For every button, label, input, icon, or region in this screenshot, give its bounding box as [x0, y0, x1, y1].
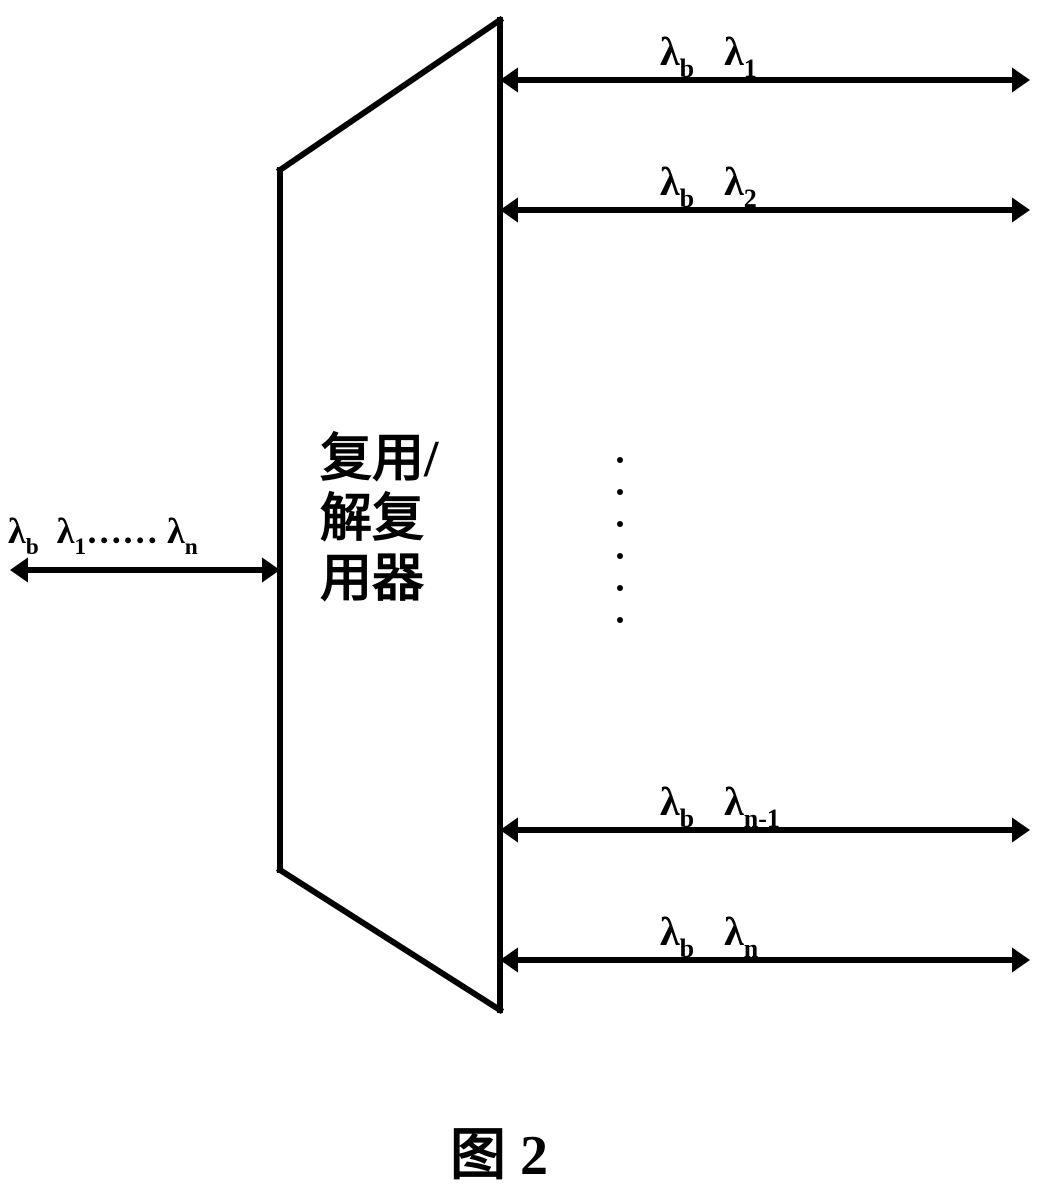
right-arrow-label-2: λb λn-1 — [660, 778, 780, 831]
right-arrow-label-1: λb λ2 — [660, 158, 757, 211]
ellipsis-dot — [617, 489, 623, 495]
right-arrow-3 — [500, 947, 1030, 972]
ellipsis-dot — [617, 521, 623, 527]
left-arrow — [10, 557, 280, 582]
ellipsis-dot — [617, 553, 623, 559]
ellipsis-dot — [617, 585, 623, 591]
ellipsis-dot — [617, 457, 623, 463]
ellipsis-dot — [617, 617, 623, 623]
left-arrow-label: λb λ1…… λn — [8, 510, 198, 558]
right-arrow-label-0: λb λ1 — [660, 28, 757, 81]
right-arrow-label-3: λb λn — [660, 908, 758, 961]
right-arrow-0 — [500, 67, 1030, 92]
mux-demux-label: 复用/ 解复 用器 — [320, 430, 438, 609]
figure-caption: 图 2 — [450, 1110, 548, 1191]
right-arrow-1 — [500, 197, 1030, 222]
diagram-svg — [0, 0, 1038, 1202]
